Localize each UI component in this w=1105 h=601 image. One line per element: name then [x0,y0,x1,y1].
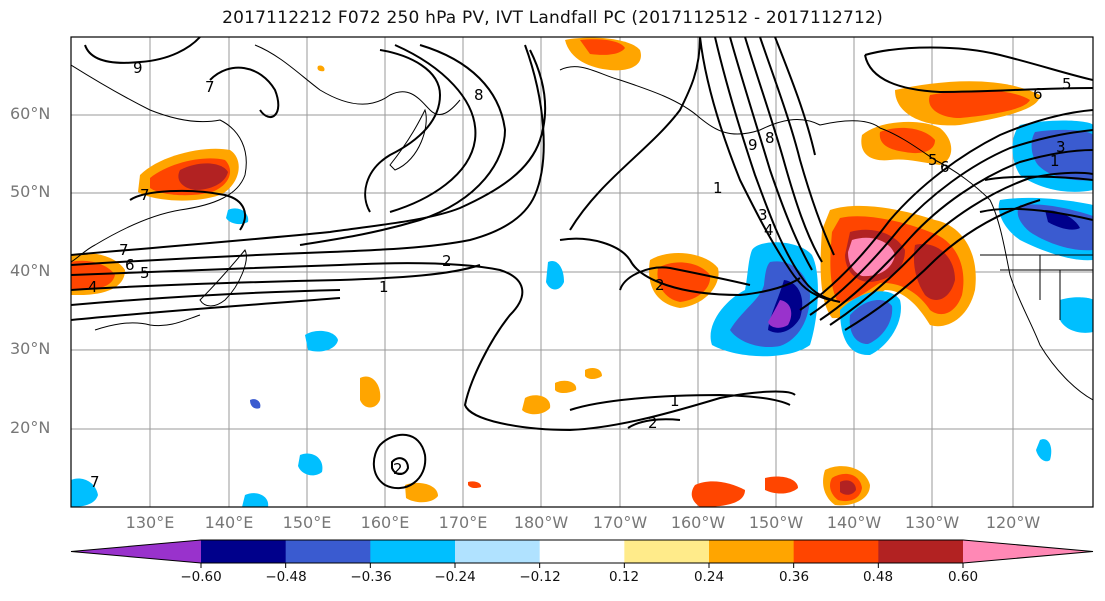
contour-label: 7 [90,473,100,491]
lat-label: 30°N [10,339,51,358]
contour-label: 6 [1033,85,1043,103]
contour-label: 7 [205,78,215,96]
lon-label: 140°E [204,513,254,532]
contour-label: 8 [474,86,484,104]
pv-contours [71,37,1093,490]
contour-label: 2 [655,276,665,294]
contour-label: 4 [88,278,98,296]
colorbar-tick-label: −0.24 [434,569,476,585]
contour-label: 5 [1062,75,1072,93]
map-title: 2017112212 F072 250 hPa PV, IVT Landfall… [222,8,883,28]
lon-label: 130°E [125,513,175,532]
contour-label: 2 [442,252,452,270]
contour-label: 8 [765,129,775,147]
colorbar-tick-label: 0.60 [947,569,979,585]
lon-label: 160°E [360,513,410,532]
contour-label: 7 [119,241,129,259]
contour-label: 5 [140,264,150,282]
lon-label: 140°W [826,513,882,532]
lon-label: 120°W [985,513,1041,532]
contour-label: 1 [1050,152,1060,170]
map-frame [70,36,1094,508]
colorbar-swatch [709,540,795,563]
contour-label: 6 [940,158,950,176]
contour-labels: 9 7 8 7 6 5 4 2 1 1 2 1 2 7 2 9 8 3 4 5 … [88,59,1072,491]
colorbar-swatch [624,540,710,563]
lon-label: 170°E [438,513,488,532]
lat-label: 60°N [10,104,51,123]
contour-label: 1 [713,179,723,197]
contour-label: 9 [133,59,143,77]
colorbar-swatch [201,540,287,563]
lat-label: 50°N [10,182,51,201]
colorbar-swatch [878,540,964,563]
colorbar-swatch [455,540,541,563]
contour-label: 5 [928,151,938,169]
lon-label: 170°W [592,513,648,532]
map-area: 9 7 8 7 6 5 4 2 1 1 2 1 2 7 2 9 8 3 4 5 … [71,37,1093,507]
colorbar-tick-label: −0.48 [265,569,307,585]
contour-label: 9 [748,136,758,154]
colorbar [70,539,1094,568]
colorbar-extend-high [963,540,1093,563]
lon-label: 150°W [748,513,804,532]
lon-label: 130°W [904,513,960,532]
lat-label: 40°N [10,261,51,280]
colorbar-tick-label: −0.12 [519,569,561,585]
colorbar-swatch [370,540,456,563]
lon-label: 160°W [670,513,726,532]
colorbar-tick-label: −0.36 [350,569,392,585]
colorbar-swatch [539,540,625,563]
contour-label: 3 [1056,138,1066,156]
colorbar-tick-label: 0.48 [862,569,894,585]
contour-label: 6 [125,256,135,274]
contour-label: 1 [670,392,680,410]
colorbar-extend-low [71,540,201,563]
colorbar-tick-label: 0.36 [778,569,810,585]
contour-label: 2 [393,460,403,478]
contour-label: 1 [379,278,389,296]
lon-label: 150°E [282,513,332,532]
colorbar-tick-label: −0.60 [180,569,222,585]
colorbar-swatch [793,540,879,563]
lat-label: 20°N [10,418,51,437]
lon-label: 180°W [513,513,569,532]
contour-label: 3 [758,206,768,224]
colorbar-swatch [285,540,371,563]
contour-label: 4 [764,221,774,239]
coastlines [71,44,1093,401]
contour-label: 2 [648,414,658,432]
colorbar-tick-label: 0.24 [693,569,725,585]
contour-label: 7 [140,186,150,204]
colorbar-tick-label: 0.12 [608,569,640,585]
